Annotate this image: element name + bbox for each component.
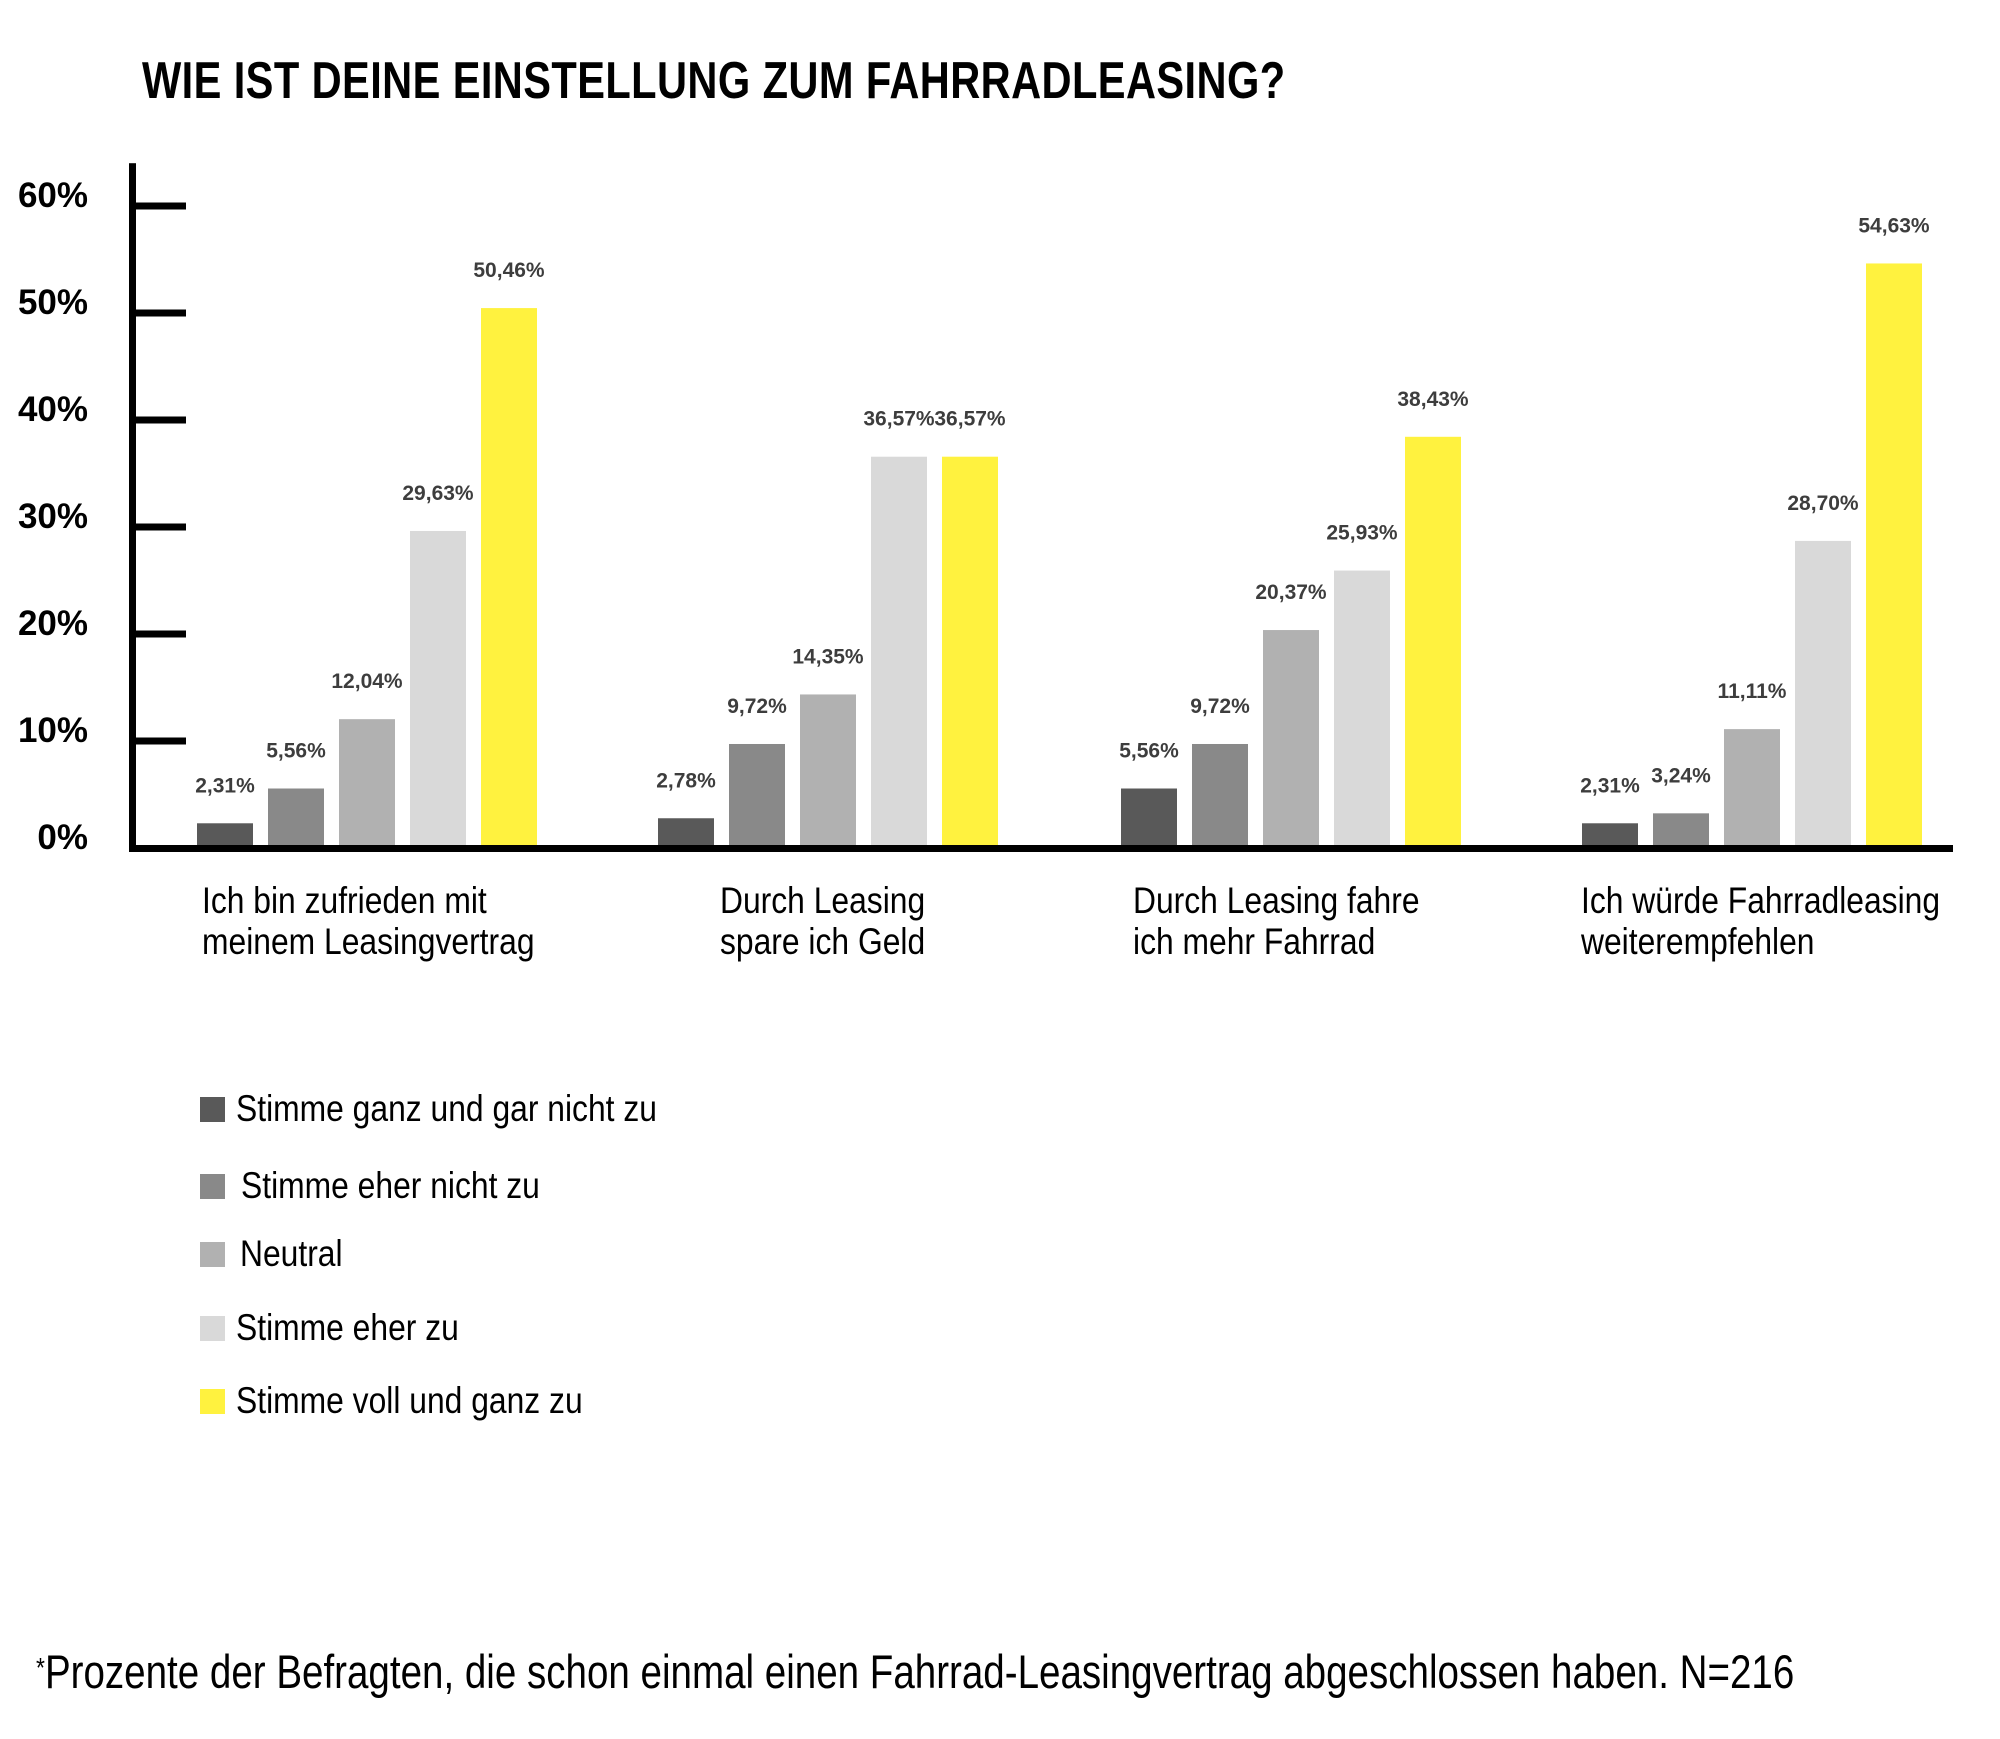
x-category-label: Ich würde Fahrradleasing weiterempfehlen <box>1581 880 1941 962</box>
bar <box>410 530 466 845</box>
bar <box>800 694 856 845</box>
legend-item: Stimme eher nicht zu <box>200 1166 589 1206</box>
x-axis-line <box>129 845 1953 852</box>
data-label: 12,04% <box>331 670 403 693</box>
y-tick <box>136 630 186 638</box>
x-category-label: Durch Leasing spare ich Geld <box>720 880 926 962</box>
data-label: 28,70% <box>1787 492 1859 515</box>
bar <box>1121 788 1177 845</box>
legend-swatch <box>200 1388 225 1414</box>
footnote-text: Prozente der Befragten, die schon einmal… <box>44 1645 1795 1698</box>
bar <box>268 788 324 845</box>
data-label: 36,57% <box>934 408 1006 431</box>
legend-label: Stimme eher nicht zu <box>241 1165 540 1206</box>
data-label: 50,46% <box>473 259 545 282</box>
x-category-label: Durch Leasing fahre ich mehr Fahrrad <box>1133 880 1420 962</box>
legend-label: Stimme eher zu <box>236 1307 459 1348</box>
bar <box>1724 729 1780 845</box>
y-tick-label: 40% <box>18 390 88 429</box>
data-label: 20,37% <box>1255 581 1327 604</box>
data-label: 25,93% <box>1326 522 1398 545</box>
y-tick <box>136 309 186 317</box>
x-category-label: Ich bin zufrieden mit meinem Leasingvert… <box>202 880 535 962</box>
data-label: 29,63% <box>402 482 474 505</box>
data-label: 5,56% <box>1119 740 1179 763</box>
bar <box>729 743 785 845</box>
legend-label: Stimme voll und ganz zu <box>236 1380 583 1421</box>
bar <box>1866 263 1922 846</box>
y-tick <box>136 523 186 531</box>
legend-swatch <box>200 1096 225 1122</box>
bar <box>658 818 714 845</box>
y-tick-label: 30% <box>18 497 88 536</box>
legend-item: Stimme ganz und gar nicht zu <box>200 1089 725 1129</box>
bar <box>1263 630 1319 845</box>
y-tick-label: 60% <box>18 176 88 215</box>
legend-item: Stimme voll und ganz zu <box>200 1381 639 1421</box>
bar <box>871 456 927 845</box>
bar <box>339 719 395 845</box>
footnote-marker: * <box>36 1652 45 1683</box>
data-label: 9,72% <box>1190 695 1250 718</box>
data-label: 38,43% <box>1397 388 1469 411</box>
legend-swatch <box>200 1315 225 1341</box>
bar <box>1405 436 1461 845</box>
bar-chart: 0% 10% 20% 30% 40% 50% 60% 2,31% 2,78% 5,56% 2,31%… <box>18 163 1953 857</box>
bar <box>1192 743 1248 845</box>
data-label: 2,31% <box>195 774 255 797</box>
footnote: *Prozente der Befragten, die schon einma… <box>36 1646 1794 1698</box>
y-tick-label: 20% <box>18 604 88 643</box>
data-label: 36,57% <box>863 408 935 431</box>
y-axis-line <box>129 163 136 852</box>
legend-item: Neutral <box>200 1234 359 1274</box>
y-tick <box>136 737 186 745</box>
data-label: 5,56% <box>266 740 326 763</box>
bar <box>1334 570 1390 845</box>
data-label: 11,11% <box>1718 680 1787 703</box>
y-tick-label: 0% <box>37 818 88 857</box>
legend-item: Stimme eher zu <box>200 1308 495 1348</box>
bar <box>197 823 253 845</box>
legend-swatch <box>200 1241 225 1267</box>
y-tick <box>136 416 186 424</box>
y-tick-label: 10% <box>18 711 88 750</box>
legend-label: Neutral <box>240 1233 343 1274</box>
data-label: 14,35% <box>792 645 864 668</box>
bar <box>1582 823 1638 845</box>
y-tick <box>136 202 186 210</box>
data-label: 2,78% <box>656 769 716 792</box>
legend-swatch <box>200 1173 225 1199</box>
bar <box>1795 540 1851 845</box>
bar <box>942 456 998 845</box>
legend-label: Stimme ganz und gar nicht zu <box>236 1088 657 1129</box>
chart-title: WIE IST DEINE EINSTELLUNG ZUM FAHRRADLEA… <box>142 52 1286 110</box>
y-tick-label: 50% <box>18 283 88 322</box>
bar <box>481 308 537 845</box>
data-label: 54,63% <box>1858 214 1930 237</box>
data-label: 9,72% <box>727 695 787 718</box>
data-label: 2,31% <box>1580 774 1640 797</box>
data-label: 3,24% <box>1651 764 1711 787</box>
bar <box>1653 813 1709 845</box>
